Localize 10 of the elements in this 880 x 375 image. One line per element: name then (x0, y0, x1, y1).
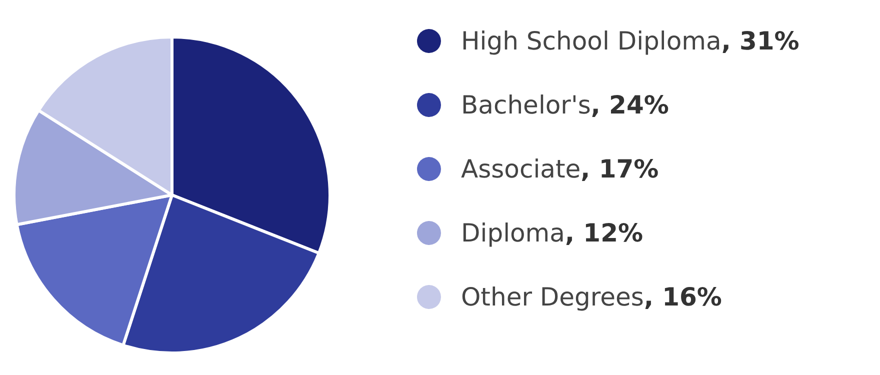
legend-label: Associate (461, 154, 581, 184)
legend-label: Diploma (461, 218, 565, 248)
data-label: , 16% (644, 282, 722, 312)
data-label: , 17% (580, 154, 659, 184)
legend-label: Other Degrees (461, 282, 644, 312)
data-label: , 24% (590, 90, 669, 120)
legend-label: Bachelor's (461, 90, 591, 120)
legend-label: High School Diploma (461, 26, 722, 56)
data-label: , 12% (564, 218, 644, 248)
data-label: , 31% (721, 26, 800, 56)
